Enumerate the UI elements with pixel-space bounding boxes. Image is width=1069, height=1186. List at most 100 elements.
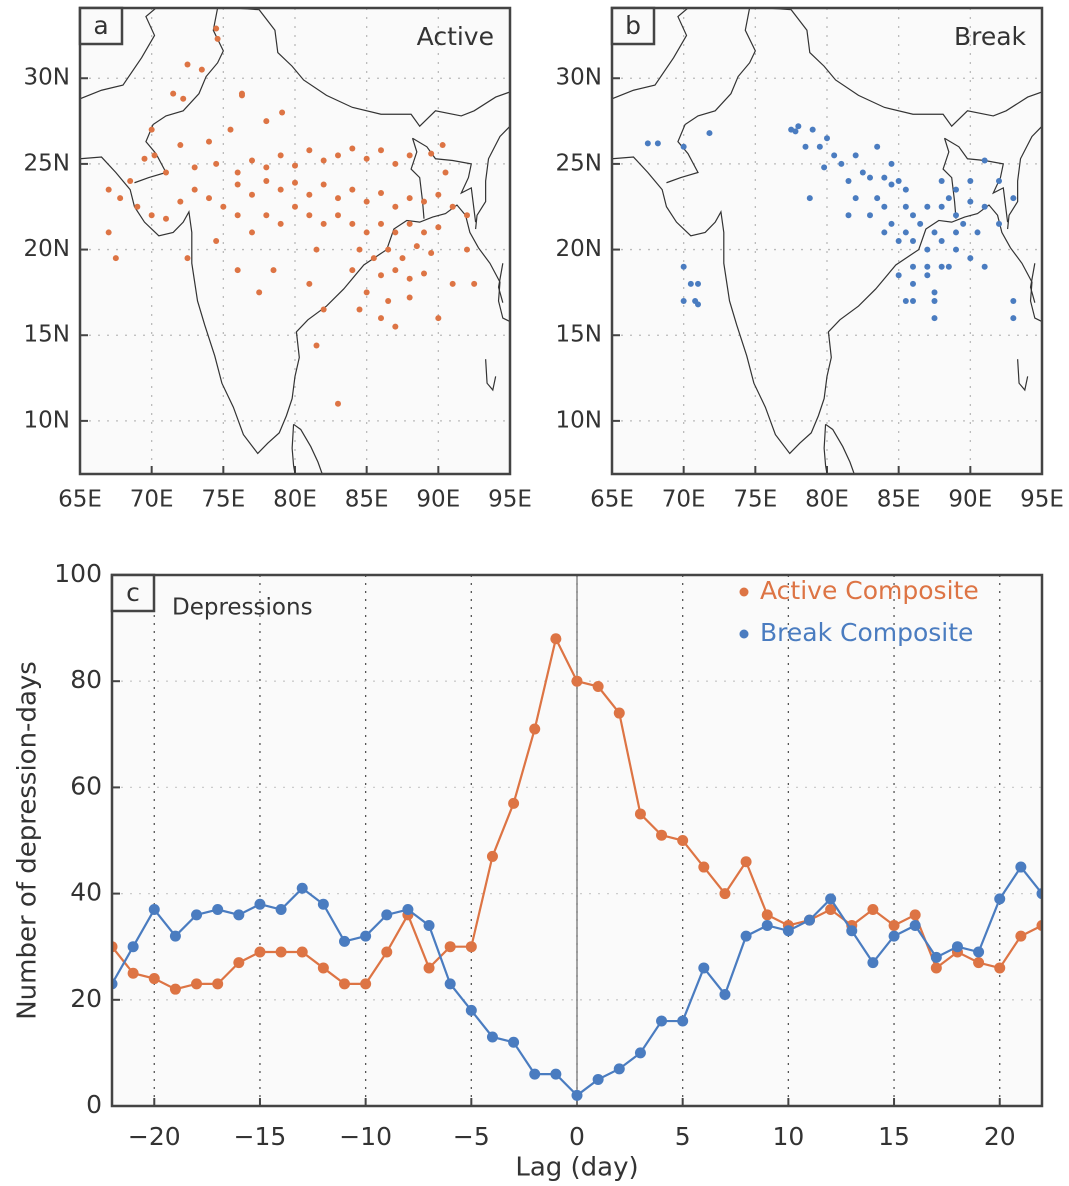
scatter-point [895,238,902,244]
scatter-point [981,203,988,210]
scatter-point [335,400,341,407]
series-marker [761,909,773,921]
x-tick-label: 85E [877,487,921,513]
series-marker [656,829,668,841]
scatter-point [406,220,413,227]
scatter-point [112,255,119,262]
scatter-point [385,246,392,253]
y-tick-label: 10N [24,407,70,433]
scatter-point [421,198,427,205]
line-panel: −20 −15 −10 −5 0 5 10 15 20 0 20 40 60 80 100 Active Co… [13,559,1044,1183]
scatter-point [888,220,895,227]
scatter-point [392,203,399,210]
x-tick-label: 70E [662,487,706,513]
series-marker [677,835,689,846]
scatter-point [938,203,945,210]
scatter-point [378,220,384,227]
scatter-point [406,294,413,301]
series-marker [148,904,160,916]
scatter-point [881,203,888,210]
scatter-point [356,246,363,253]
scatter-point [464,212,470,219]
series-marker [888,930,900,942]
panel-title: Active [417,22,494,51]
series-marker [825,904,837,916]
scatter-point [881,174,888,181]
coastline [412,137,477,223]
scatter-point [385,297,392,304]
scatter-point [356,306,363,313]
scatter-point [845,212,852,219]
coastline [410,138,425,219]
y-tick-label: 60 [70,771,102,800]
scatter-point [277,220,284,227]
scatter-point [910,263,916,270]
scatter-point [256,289,263,296]
scatter-point [277,186,284,193]
scatter-point [888,181,895,188]
scatter-point [435,224,442,231]
series-marker [994,893,1006,905]
panel-label-box [110,573,156,613]
scatter-point [695,301,701,308]
legend-label: Active Composite [760,576,979,605]
y-tick-label: 20N [24,236,70,262]
x-axis-label: Lag (day) [515,1153,638,1183]
scatter-point [234,181,241,188]
scatter-point [349,186,356,193]
series-marker [1036,888,1042,900]
series-marker [571,1089,583,1101]
series-marker [444,941,456,953]
series-marker [254,946,266,958]
scatter-point [824,135,830,142]
series-marker [339,978,350,990]
scatter-point [313,342,320,349]
scatter-point [320,306,327,313]
scatter-point [910,280,916,287]
scatter-point [449,203,456,210]
scatter-point [953,212,959,219]
series-marker [381,946,393,958]
scatter-point [953,246,959,253]
series-marker [317,962,329,974]
scatter-point [392,323,399,330]
scatter-point [263,118,270,125]
scatter-point [895,178,902,185]
scatter-point [292,162,298,169]
series-marker [508,797,520,809]
scatter-point [464,246,470,253]
x-tick-label: −20 [128,1122,181,1151]
scatter-point [996,178,1002,185]
y-tick-label: 15N [556,322,602,348]
scatter-point [471,280,478,287]
series-marker [339,935,350,947]
coastline [825,423,855,474]
x-tick-label: 90E [948,487,992,513]
series-marker [317,898,329,910]
scatter-point [148,126,155,133]
scatter-point [292,203,298,210]
series-marker [233,957,245,969]
scatter-point [279,109,286,116]
scatter-point [313,246,320,253]
scatter-point [938,178,945,185]
series-marker [930,962,942,974]
series-marker [423,962,435,974]
scatter-point [821,164,828,171]
scatter-point [945,263,952,270]
series-marker [550,633,562,645]
map-panel: 65E 70E 75E 80E 85E 90E 95E 10N 15N 20N 25N 30N b Bre… [556,6,1064,513]
series-marker [254,898,266,910]
scatter-point [421,229,427,236]
coastline [944,137,1009,223]
series-group [112,633,1042,1101]
series-marker [360,978,372,990]
scatter-point [406,152,413,159]
scatter-point [392,229,399,236]
series-marker [444,978,456,990]
scatter-point [938,263,945,270]
scatter-point [931,289,938,296]
scatter-point [141,155,148,162]
series-marker [571,675,583,687]
